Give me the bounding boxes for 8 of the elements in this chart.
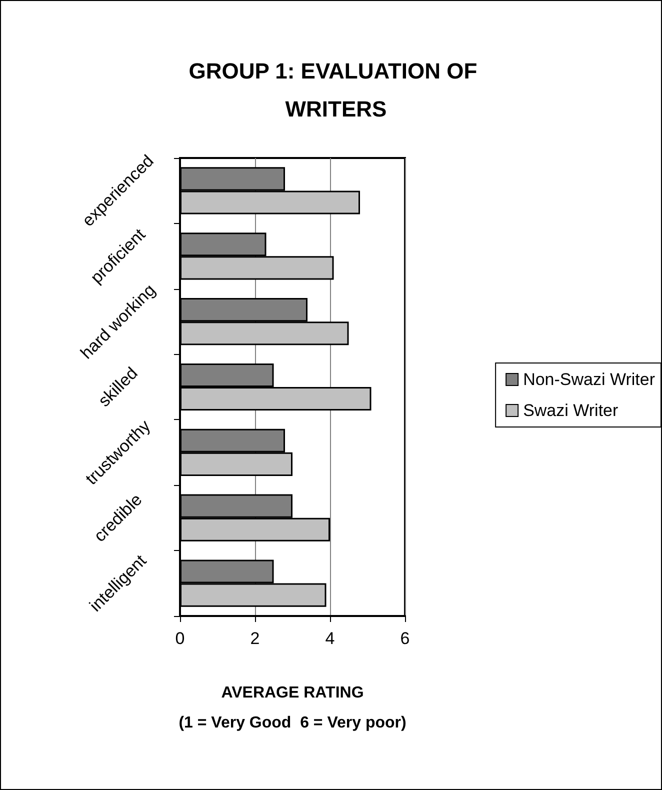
x-tick-label: 2	[250, 629, 260, 648]
legend-label: Non-Swazi Writer	[523, 370, 656, 389]
x-axis-title: AVERAGE RATING (1 = Very Good 6 = Very poor)	[178, 684, 406, 732]
legend-label: Swazi Writer	[523, 401, 618, 420]
chart-title: GROUP 1: EVALUATION OF WRITERS	[188, 58, 484, 122]
x-tick-label: 0	[175, 629, 185, 648]
x-tick-label: 6	[400, 629, 410, 648]
x-tick-label: 4	[325, 629, 335, 648]
